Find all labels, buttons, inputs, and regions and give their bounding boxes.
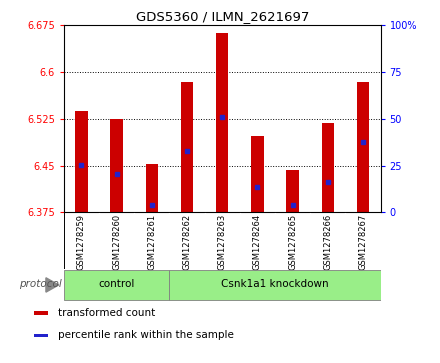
Bar (251, 136, 264, 212)
Bar (75, 111, 88, 212)
Bar (34, 311, 48, 315)
Bar (146, 164, 158, 212)
Text: GSM1278267: GSM1278267 (359, 214, 367, 270)
Text: GSM1278260: GSM1278260 (112, 214, 121, 270)
Bar (181, 82, 193, 212)
Bar (322, 123, 334, 212)
Text: GSM1278259: GSM1278259 (77, 214, 86, 270)
Bar (286, 170, 299, 212)
Bar (216, 33, 228, 212)
Title: GDS5360 / ILMN_2621697: GDS5360 / ILMN_2621697 (136, 10, 309, 23)
Bar (34, 334, 48, 337)
FancyBboxPatch shape (64, 270, 169, 300)
Text: GSM1278265: GSM1278265 (288, 214, 297, 270)
Text: GSM1278261: GSM1278261 (147, 214, 156, 270)
Text: GSM1278264: GSM1278264 (253, 214, 262, 270)
FancyBboxPatch shape (169, 270, 381, 300)
Bar (357, 82, 369, 212)
Text: transformed count: transformed count (58, 308, 155, 318)
Text: Csnk1a1 knockdown: Csnk1a1 knockdown (221, 279, 329, 289)
Text: GSM1278266: GSM1278266 (323, 214, 332, 270)
Text: control: control (99, 279, 135, 289)
Text: GSM1278262: GSM1278262 (183, 214, 191, 270)
Text: GSM1278263: GSM1278263 (218, 214, 227, 270)
Text: protocol: protocol (19, 279, 62, 289)
Polygon shape (46, 278, 59, 292)
Text: percentile rank within the sample: percentile rank within the sample (58, 330, 234, 340)
Bar (110, 119, 123, 212)
